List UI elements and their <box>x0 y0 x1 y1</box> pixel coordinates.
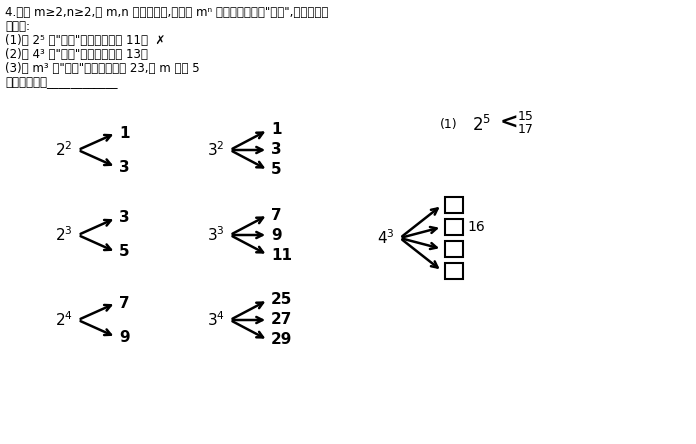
Text: <: < <box>500 113 519 133</box>
Text: 其中正确的是____________: 其中正确的是____________ <box>5 76 118 89</box>
Text: 1: 1 <box>119 126 129 140</box>
Text: 9: 9 <box>119 329 129 345</box>
Text: 1: 1 <box>271 123 281 138</box>
Text: 15: 15 <box>518 110 534 123</box>
Bar <box>445 263 463 279</box>
Text: $2^4$: $2^4$ <box>55 311 73 329</box>
Text: 5: 5 <box>119 245 129 259</box>
Text: 3: 3 <box>119 210 129 226</box>
Bar <box>445 241 463 257</box>
Text: 9: 9 <box>271 227 282 242</box>
Text: 3: 3 <box>271 143 282 158</box>
Text: (1)在 2⁵ 的"分解"中最大的数是 11；  ✗: (1)在 2⁵ 的"分解"中最大的数是 11； ✗ <box>5 34 166 47</box>
Text: 4.已知 m≥2,n≥2,且 m,n 均为正整数,如果将 mⁿ 进行如下方式的"分解",那么下列三: 4.已知 m≥2,n≥2,且 m,n 均为正整数,如果将 mⁿ 进行如下方式的"… <box>5 6 329 19</box>
Text: 个叙述:: 个叙述: <box>5 20 30 33</box>
Text: $2^2$: $2^2$ <box>56 141 73 159</box>
Text: (3)若 m³ 的"分解"中最小的数是 23,则 m 等于 5: (3)若 m³ 的"分解"中最小的数是 23,则 m 等于 5 <box>5 62 200 75</box>
Text: (2)在 4³ 的"分解"中最小的数是 13；: (2)在 4³ 的"分解"中最小的数是 13； <box>5 48 148 61</box>
Text: 7: 7 <box>119 296 129 310</box>
Text: 27: 27 <box>271 313 292 328</box>
Text: 5: 5 <box>271 163 282 178</box>
Text: $2^5$: $2^5$ <box>472 115 491 135</box>
Text: 17: 17 <box>518 123 534 136</box>
Text: $2^3$: $2^3$ <box>55 226 73 244</box>
Bar <box>445 219 463 235</box>
Text: 7: 7 <box>271 207 282 222</box>
Text: $4^3$: $4^3$ <box>377 229 395 247</box>
Text: (1): (1) <box>440 118 458 131</box>
Text: $3^3$: $3^3$ <box>207 226 225 244</box>
Text: 16: 16 <box>467 220 484 234</box>
Text: 3: 3 <box>119 159 129 174</box>
Text: 29: 29 <box>271 333 292 348</box>
Bar <box>445 197 463 213</box>
Text: 25: 25 <box>271 293 292 308</box>
Text: $3^2$: $3^2$ <box>207 141 225 159</box>
Text: 11: 11 <box>271 247 292 262</box>
Text: $3^4$: $3^4$ <box>207 311 225 329</box>
